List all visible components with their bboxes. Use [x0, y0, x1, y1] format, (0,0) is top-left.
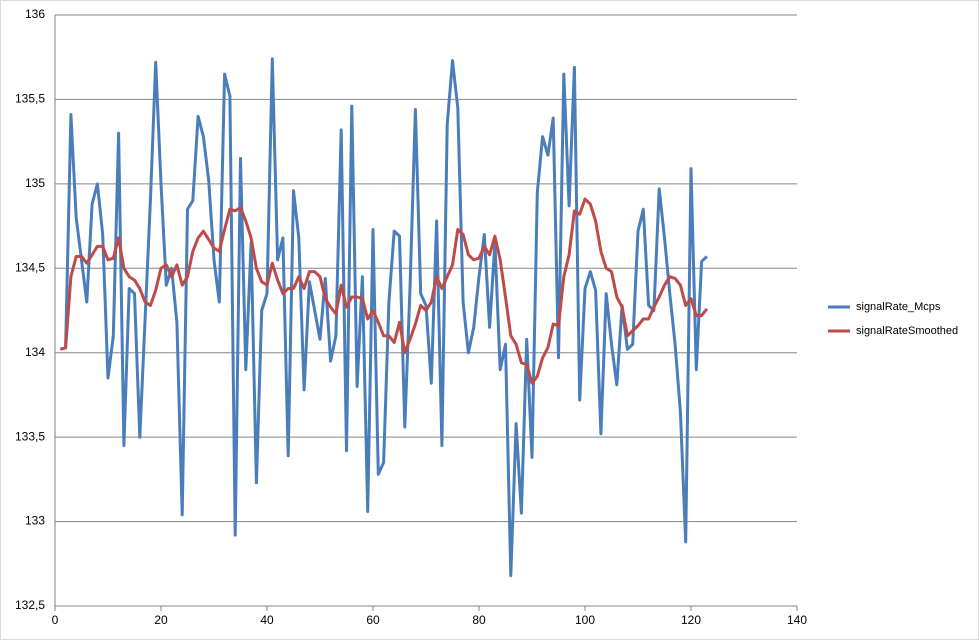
- y-tick-label: 135,5: [15, 92, 45, 106]
- legend-label: signalRateSmoothed: [856, 325, 958, 337]
- series-line: [59, 197, 709, 385]
- x-tick-label: 20: [154, 613, 168, 627]
- x-tick-label: 120: [681, 613, 701, 627]
- y-tick-label: 132,5: [15, 598, 45, 612]
- y-tick-label: 136: [25, 7, 45, 21]
- y-tick-label: 134: [25, 345, 45, 359]
- x-tick-label: 100: [575, 613, 595, 627]
- x-tick-label: 40: [260, 613, 274, 627]
- y-tick-label: 133,5: [15, 429, 45, 443]
- x-tick-label: 80: [472, 613, 486, 627]
- y-tick-label: 134,5: [15, 260, 45, 274]
- y-tick-label: 133: [25, 514, 45, 528]
- x-tick-label: 60: [366, 613, 380, 627]
- y-tick-label: 135: [25, 176, 45, 190]
- legend-label: signalRate_Mcps: [856, 301, 941, 313]
- x-tick-label: 140: [787, 613, 807, 627]
- x-tick-label: 0: [52, 613, 59, 627]
- series-line: [59, 57, 708, 578]
